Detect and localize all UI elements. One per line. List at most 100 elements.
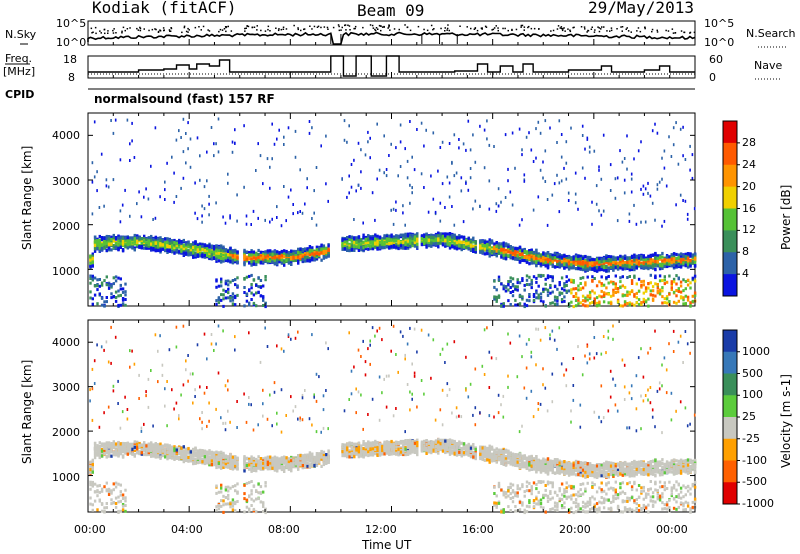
power-cell bbox=[348, 191, 350, 195]
velocity-cell bbox=[378, 447, 382, 451]
velocity-cell bbox=[385, 446, 389, 450]
power-cell bbox=[143, 239, 146, 243]
velocity-cell bbox=[308, 463, 312, 467]
velocity-cell bbox=[206, 386, 208, 389]
power-cell bbox=[215, 278, 218, 282]
power-cell bbox=[311, 248, 314, 253]
nsearch-point bbox=[398, 28, 400, 31]
nsearch-point bbox=[448, 29, 450, 32]
power-cell bbox=[427, 239, 431, 243]
velocity-cell bbox=[259, 360, 262, 364]
power-cell bbox=[203, 253, 207, 258]
power-cell bbox=[271, 157, 273, 161]
power-cell bbox=[315, 248, 319, 252]
velocity-cell bbox=[327, 347, 329, 351]
velocity-cell bbox=[194, 459, 197, 464]
velocity-cell bbox=[416, 441, 419, 445]
velocity-cell bbox=[105, 455, 108, 459]
power-colorbar-tick: 4 bbox=[742, 267, 749, 281]
power-cell bbox=[395, 200, 397, 204]
power-cell bbox=[224, 282, 228, 286]
velocity-cell bbox=[119, 442, 122, 446]
velocity-cell bbox=[374, 439, 377, 443]
velocity-cell bbox=[322, 457, 326, 461]
velocity-cell bbox=[129, 448, 132, 453]
power-cell bbox=[150, 246, 153, 250]
velocity-cell bbox=[273, 467, 277, 472]
velocity-cell bbox=[325, 461, 328, 465]
power-cell bbox=[411, 186, 413, 190]
power-cell bbox=[224, 249, 228, 253]
power-cell bbox=[255, 262, 258, 267]
nsearch-label: N.Search bbox=[746, 27, 796, 40]
velocity-cell bbox=[157, 380, 159, 384]
velocity-cell bbox=[215, 453, 218, 457]
power-cell bbox=[110, 292, 113, 296]
velocity-cell bbox=[243, 497, 246, 501]
nsearch-point bbox=[244, 30, 246, 32]
power-cell bbox=[222, 297, 225, 301]
power-cell bbox=[287, 260, 291, 264]
velocity-cell bbox=[166, 380, 168, 383]
nsearch-point bbox=[218, 30, 220, 33]
velocity-cell bbox=[420, 443, 424, 447]
power-cell bbox=[273, 250, 277, 254]
velocity-cell bbox=[189, 454, 193, 458]
power-cell bbox=[112, 276, 115, 280]
power-cell bbox=[427, 235, 431, 239]
nsearch-point bbox=[610, 27, 613, 29]
power-cell bbox=[231, 150, 234, 154]
nsearch-point bbox=[383, 25, 385, 28]
power-cell bbox=[194, 255, 197, 259]
power-cell bbox=[243, 304, 246, 308]
velocity-cell bbox=[161, 454, 164, 458]
velocity-cell bbox=[157, 446, 160, 450]
velocity-cell bbox=[182, 450, 185, 454]
velocity-cell bbox=[283, 458, 286, 462]
velocity-cell bbox=[133, 445, 136, 449]
velocity-cell bbox=[178, 451, 181, 455]
power-cell bbox=[285, 249, 288, 254]
xtick-4: 04:00 bbox=[171, 523, 203, 536]
velocity-cell bbox=[287, 457, 291, 461]
velocity-cell bbox=[313, 395, 315, 399]
power-cell bbox=[161, 238, 164, 243]
power-cell bbox=[369, 241, 372, 245]
power-cell bbox=[348, 174, 350, 178]
nsearch-point bbox=[256, 29, 258, 31]
velocity-cell bbox=[306, 461, 309, 465]
power-cell bbox=[206, 251, 209, 255]
nsearch-point bbox=[354, 27, 356, 30]
velocity-cell bbox=[266, 417, 269, 421]
power-cell bbox=[299, 255, 302, 259]
power-cell bbox=[192, 245, 195, 249]
velocity-cell bbox=[383, 447, 386, 451]
power-cell bbox=[262, 257, 265, 261]
nsearch-point bbox=[159, 30, 162, 32]
nsearch-point bbox=[267, 25, 270, 28]
nsearch-point bbox=[651, 28, 654, 31]
velocity-cell bbox=[220, 450, 223, 454]
velocity-cell bbox=[117, 448, 120, 452]
nsearch-point bbox=[170, 27, 173, 30]
power-cell bbox=[287, 126, 290, 130]
velocity-cell bbox=[301, 418, 304, 422]
power-cell bbox=[208, 202, 210, 206]
power-cell bbox=[248, 251, 251, 255]
power-cell bbox=[350, 235, 354, 239]
power-cell bbox=[420, 238, 424, 242]
nsearch-point bbox=[671, 28, 674, 30]
xtick-24: 00:00 bbox=[656, 523, 688, 536]
power-cell bbox=[262, 255, 265, 259]
velocity-cell bbox=[168, 456, 171, 460]
velocity-cell bbox=[121, 447, 125, 452]
velocity-cell bbox=[273, 458, 277, 462]
power-cell bbox=[348, 244, 351, 248]
velocity-cell bbox=[126, 447, 129, 451]
velocity-cell bbox=[114, 485, 118, 489]
velocity-cell bbox=[231, 504, 235, 508]
power-cell bbox=[236, 250, 239, 254]
power-cell bbox=[259, 250, 263, 254]
velocity-cell bbox=[416, 449, 419, 453]
power-cell bbox=[231, 254, 235, 258]
